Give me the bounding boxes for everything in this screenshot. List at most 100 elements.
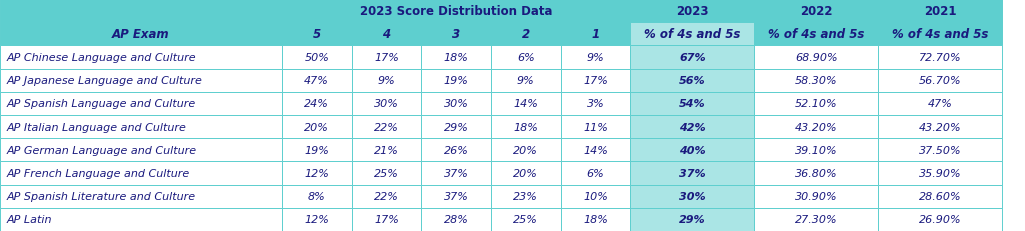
Bar [352,162,421,185]
Bar [282,46,352,69]
Bar [561,46,630,69]
Bar [561,92,630,116]
Bar [0,69,282,92]
Bar [352,23,421,46]
Text: 50%: 50% [304,53,329,63]
Text: 29%: 29% [444,122,468,132]
Text: 6%: 6% [517,53,535,63]
Text: 26.90%: 26.90% [919,214,961,225]
Bar [878,92,1002,116]
Text: 9%: 9% [377,76,396,86]
Bar [630,92,754,116]
Bar [0,46,282,69]
Bar [754,23,878,46]
Bar [421,23,491,46]
Bar [561,139,630,162]
Text: 25%: 25% [514,214,538,225]
Bar [421,185,491,208]
Bar [754,46,878,69]
Bar [491,46,561,69]
Text: 42%: 42% [680,122,705,132]
Text: 47%: 47% [304,76,329,86]
Bar [421,46,491,69]
Bar [491,116,561,139]
Bar [561,23,630,46]
Bar [491,139,561,162]
Text: 19%: 19% [304,145,329,155]
Text: 67%: 67% [680,53,705,63]
Bar [754,185,878,208]
Bar [491,208,561,231]
Text: 3%: 3% [586,99,605,109]
Bar [878,139,1002,162]
Text: 20%: 20% [514,145,538,155]
Text: 43.20%: 43.20% [919,122,961,132]
Text: 30%: 30% [680,191,705,201]
Bar [878,46,1002,69]
Bar [630,185,754,208]
Bar [561,208,630,231]
Bar [0,0,282,46]
Text: 22%: 22% [374,191,399,201]
Bar [630,23,754,46]
Bar [352,208,421,231]
Text: 27.30%: 27.30% [795,214,837,225]
Text: 37%: 37% [444,168,468,178]
Bar [561,69,630,92]
Bar [282,185,352,208]
Text: 30%: 30% [444,99,468,109]
Text: AP Chinese Language and Culture: AP Chinese Language and Culture [6,53,196,63]
Text: 54%: 54% [680,99,705,109]
Bar [754,139,878,162]
Bar [878,23,1002,46]
Bar [421,162,491,185]
Text: 68.90%: 68.90% [795,53,837,63]
Bar [352,92,421,116]
Text: 28%: 28% [444,214,468,225]
Text: 30%: 30% [374,99,399,109]
Text: % of 4s and 5s: % of 4s and 5s [644,28,741,41]
Text: 11%: 11% [583,122,608,132]
Text: AP French Language and Culture: AP French Language and Culture [6,168,190,178]
Bar [421,116,491,139]
Bar [491,23,561,46]
Bar [754,116,878,139]
Text: 72.70%: 72.70% [919,53,961,63]
Text: 29%: 29% [680,214,705,225]
Text: 22%: 22% [374,122,399,132]
Text: 10%: 10% [583,191,608,201]
Text: 6%: 6% [586,168,605,178]
Text: 18%: 18% [514,122,538,132]
Bar [561,162,630,185]
Bar [878,162,1002,185]
Bar [421,69,491,92]
Bar [352,46,421,69]
Text: 17%: 17% [583,76,608,86]
Text: 9%: 9% [586,53,605,63]
Text: 30.90%: 30.90% [795,191,837,201]
Bar [282,162,352,185]
Bar [282,69,352,92]
Text: 17%: 17% [374,53,399,63]
Bar [0,139,282,162]
Bar [561,116,630,139]
Text: 12%: 12% [304,168,329,178]
Bar [491,92,561,116]
Text: 2023: 2023 [676,5,708,18]
Text: 20%: 20% [514,168,538,178]
Text: 23%: 23% [514,191,538,201]
Text: 2022: 2022 [801,5,832,18]
Bar [754,69,878,92]
Bar [754,0,878,23]
Bar [282,208,352,231]
Text: 21%: 21% [374,145,399,155]
Bar [491,162,561,185]
Text: AP Exam: AP Exam [112,28,170,41]
Bar [878,208,1002,231]
Bar [630,139,754,162]
Bar [282,116,352,139]
Bar [491,185,561,208]
Text: 4: 4 [382,28,391,41]
Text: 47%: 47% [928,99,953,109]
Bar [878,0,1002,23]
